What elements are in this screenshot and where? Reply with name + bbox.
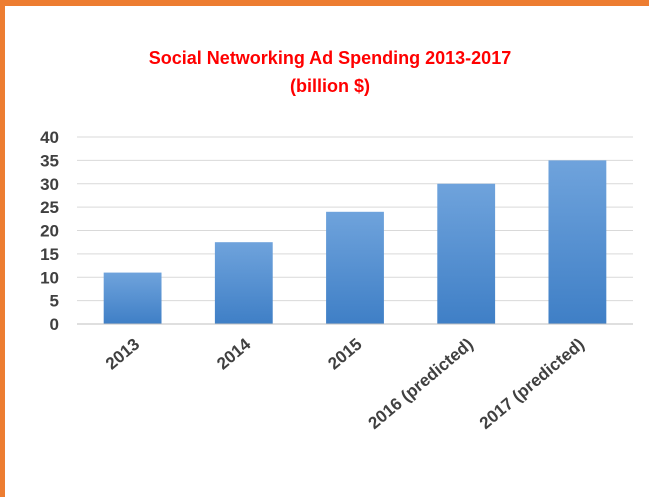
chart-title: Social Networking Ad Spending 2013-2017	[149, 48, 511, 68]
x-axis-labels: 2013 2014 2015 2016 (predicted) 2017 (predic…	[102, 334, 588, 433]
y-tick-label: 25	[40, 198, 59, 217]
bar-2	[326, 211, 384, 324]
x-category-label: 2017 (predicted)	[476, 335, 588, 433]
chart-subtitle: (billion $)	[290, 76, 370, 96]
x-category-label: 2014	[213, 334, 255, 373]
bar-3	[437, 183, 496, 324]
y-tick-label: 10	[40, 268, 59, 287]
bar-4	[548, 160, 607, 324]
x-category-label: 2016 (predicted)	[365, 335, 477, 433]
y-tick-label: 15	[40, 245, 59, 264]
bar-0	[103, 272, 162, 324]
y-axis-ticks: 0 5 10 15 20 25 30 35 40	[40, 128, 59, 334]
y-tick-label: 35	[40, 151, 59, 170]
y-tick-label: 30	[40, 175, 59, 194]
y-tick-label: 40	[40, 128, 59, 147]
y-tick-label: 5	[50, 292, 59, 311]
bar-1	[214, 242, 273, 324]
y-tick-label: 0	[50, 315, 59, 334]
chart-svg: Social Networking Ad Spending 2013-2017 …	[40, 48, 633, 433]
bars	[103, 160, 607, 324]
x-category-label: 2015	[324, 335, 365, 374]
y-tick-label: 20	[40, 222, 59, 241]
x-category-label: 2013	[102, 335, 143, 374]
